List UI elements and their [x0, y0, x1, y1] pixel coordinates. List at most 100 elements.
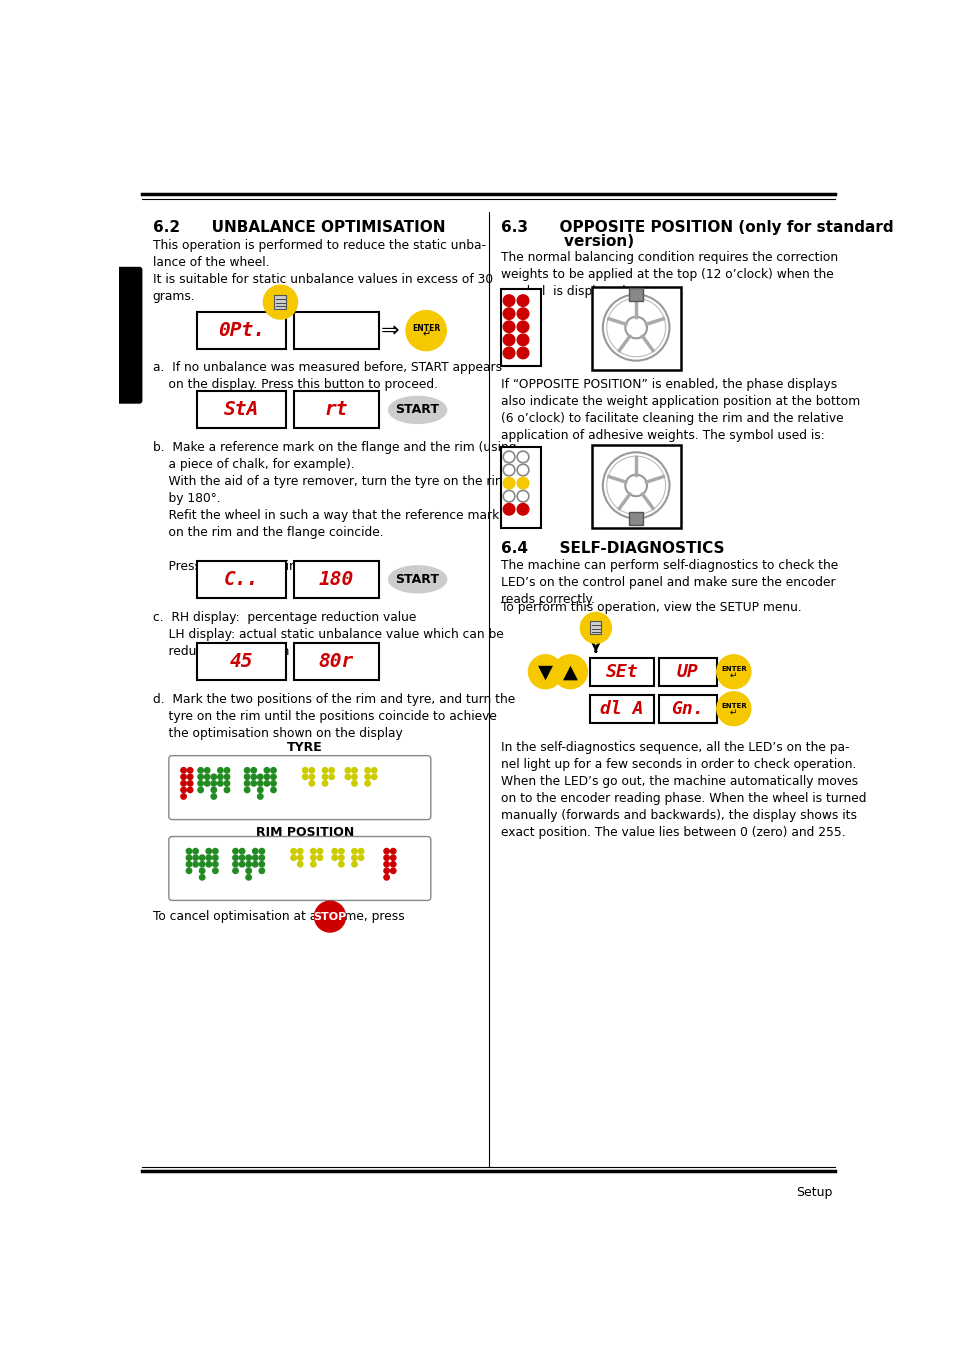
Circle shape: [322, 768, 328, 774]
Circle shape: [187, 780, 193, 786]
Circle shape: [213, 855, 218, 860]
Bar: [196, 643, 286, 680]
Circle shape: [253, 861, 257, 867]
Circle shape: [365, 768, 370, 774]
Circle shape: [197, 768, 203, 774]
Circle shape: [211, 780, 216, 786]
Circle shape: [246, 855, 252, 860]
Circle shape: [233, 855, 238, 860]
Bar: [294, 560, 378, 598]
Circle shape: [352, 855, 356, 860]
Circle shape: [297, 855, 303, 860]
Circle shape: [517, 504, 528, 516]
Circle shape: [271, 787, 276, 792]
Circle shape: [187, 774, 193, 779]
Circle shape: [186, 861, 192, 867]
Bar: [274, 294, 286, 309]
Bar: [589, 657, 654, 686]
Circle shape: [291, 848, 296, 853]
Ellipse shape: [388, 566, 446, 593]
Text: ENTER: ENTER: [720, 703, 746, 709]
Text: START: START: [395, 404, 439, 416]
Circle shape: [553, 655, 587, 688]
Circle shape: [332, 848, 337, 853]
FancyBboxPatch shape: [629, 289, 642, 301]
Circle shape: [213, 848, 218, 853]
Text: dl A: dl A: [599, 699, 643, 718]
Bar: [294, 392, 378, 428]
Circle shape: [517, 308, 528, 320]
Circle shape: [246, 868, 252, 873]
Bar: [294, 312, 378, 350]
Text: c.  RH display:  percentage reduction value
    LH display: actual static unbala: c. RH display: percentage reduction valu…: [152, 612, 503, 657]
Circle shape: [528, 655, 562, 688]
Circle shape: [371, 774, 376, 779]
Text: version): version): [500, 234, 633, 248]
Text: ↵: ↵: [729, 707, 737, 717]
Circle shape: [193, 855, 198, 860]
Circle shape: [517, 321, 528, 332]
Circle shape: [224, 787, 230, 792]
Circle shape: [233, 861, 238, 867]
Circle shape: [259, 848, 264, 853]
Circle shape: [503, 333, 515, 346]
Circle shape: [332, 855, 337, 860]
Circle shape: [257, 774, 263, 779]
Circle shape: [199, 875, 205, 880]
Circle shape: [314, 902, 345, 932]
Circle shape: [383, 875, 389, 880]
FancyBboxPatch shape: [629, 513, 642, 525]
Circle shape: [517, 294, 528, 306]
Circle shape: [358, 848, 363, 853]
Text: RIM POSITION: RIM POSITION: [255, 826, 354, 838]
Text: .: .: [348, 910, 353, 923]
Circle shape: [251, 780, 256, 786]
Circle shape: [211, 794, 216, 799]
Circle shape: [338, 855, 344, 860]
Circle shape: [217, 768, 223, 774]
Text: Gn.: Gn.: [671, 699, 703, 718]
Ellipse shape: [388, 397, 446, 424]
Text: ⇒: ⇒: [381, 321, 399, 340]
Circle shape: [246, 875, 252, 880]
Circle shape: [211, 787, 216, 792]
Circle shape: [199, 861, 205, 867]
Circle shape: [345, 774, 350, 779]
Bar: [500, 447, 540, 528]
Circle shape: [204, 774, 210, 779]
Circle shape: [271, 774, 276, 779]
Circle shape: [302, 774, 308, 779]
Circle shape: [251, 774, 256, 779]
Circle shape: [302, 768, 308, 774]
Circle shape: [206, 855, 212, 860]
Circle shape: [383, 861, 389, 867]
Circle shape: [716, 691, 750, 726]
Text: 6.2      UNBALANCE OPTIMISATION: 6.2 UNBALANCE OPTIMISATION: [152, 220, 445, 235]
Circle shape: [371, 768, 376, 774]
Text: TYRE
POSITION: TYRE POSITION: [272, 741, 338, 770]
Circle shape: [322, 780, 328, 786]
Circle shape: [239, 855, 245, 860]
Circle shape: [352, 848, 356, 853]
Circle shape: [246, 861, 252, 867]
Circle shape: [206, 861, 212, 867]
Circle shape: [181, 774, 186, 779]
Text: d.  Mark the two positions of the rim and tyre, and turn the
    tyre on the rim: d. Mark the two positions of the rim and…: [152, 694, 515, 740]
Text: ↵: ↵: [729, 671, 737, 680]
Text: ENTER: ENTER: [720, 667, 746, 672]
Text: If “OPPOSITE POSITION” is enabled, the phase displays
also indicate the weight a: If “OPPOSITE POSITION” is enabled, the p…: [500, 378, 859, 441]
Circle shape: [186, 868, 192, 873]
Circle shape: [309, 768, 314, 774]
Text: b.  Make a reference mark on the flange and the rim (using
    a piece of chalk,: b. Make a reference mark on the flange a…: [152, 440, 516, 572]
FancyBboxPatch shape: [169, 756, 431, 819]
Circle shape: [365, 774, 370, 779]
Circle shape: [329, 768, 334, 774]
Text: 45: 45: [230, 652, 253, 671]
Circle shape: [199, 855, 205, 860]
Bar: [658, 657, 716, 686]
Text: 180: 180: [318, 570, 354, 589]
Circle shape: [186, 848, 192, 853]
Circle shape: [503, 321, 515, 332]
Text: STOP: STOP: [314, 911, 346, 922]
Circle shape: [259, 868, 264, 873]
